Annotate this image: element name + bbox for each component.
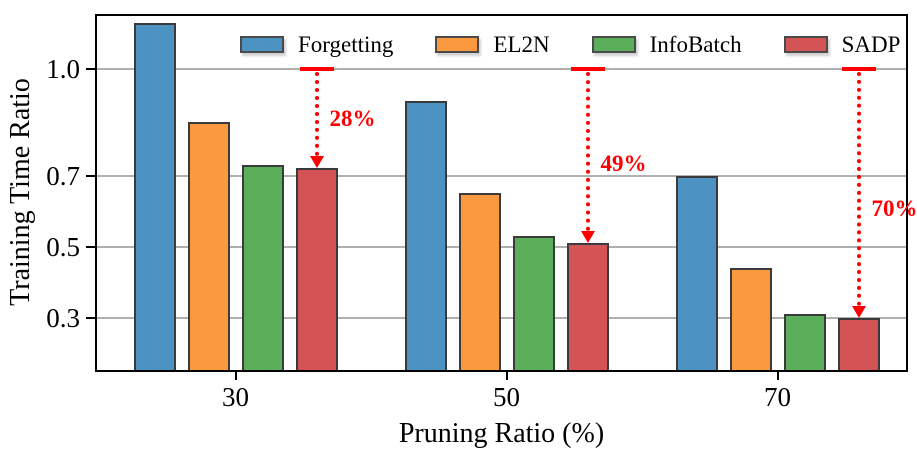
reduction-arrow-line xyxy=(585,72,590,232)
reduction-arrow-cap xyxy=(841,67,876,72)
legend-item-infobatch: InfoBatch xyxy=(591,32,742,57)
gridline xyxy=(95,316,908,319)
bar-el2n-50 xyxy=(458,193,501,372)
legend-label: EL2N xyxy=(493,32,550,57)
gridline xyxy=(95,68,908,71)
reduction-arrow-cap xyxy=(299,67,334,72)
x-tick-label: 50 xyxy=(493,382,520,412)
reduction-label: 49% xyxy=(600,151,647,177)
bar-infobatch-70 xyxy=(783,314,826,372)
x-tick-mark xyxy=(234,372,237,380)
reduction-arrow-head xyxy=(580,231,595,244)
reduction-arrow-head xyxy=(851,305,866,318)
x-tick-mark xyxy=(505,372,508,380)
bar-sadp-70 xyxy=(837,317,880,372)
legend: Forgetting EL2N InfoBatch SADP xyxy=(240,33,900,56)
reduction-arrow-head xyxy=(309,156,324,169)
gridline xyxy=(95,245,908,248)
gridline xyxy=(95,174,908,177)
legend-label: Forgetting xyxy=(298,32,394,57)
reduction-label: 70% xyxy=(871,196,917,222)
bar-el2n-70 xyxy=(729,267,772,372)
legend-item-sadp: SADP xyxy=(783,32,901,57)
reduction-arrow-cap xyxy=(570,67,605,72)
legend-swatch-icon xyxy=(435,36,480,53)
legend-item-el2n: EL2N xyxy=(435,32,550,57)
legend-swatch-icon xyxy=(591,36,636,53)
bar-infobatch-30 xyxy=(241,164,284,372)
legend-swatch-icon xyxy=(783,36,828,53)
reduction-arrow-line xyxy=(314,72,319,157)
bar-sadp-50 xyxy=(566,243,609,372)
y-tick-mark xyxy=(86,245,95,248)
bar-forgetting-50 xyxy=(404,101,447,372)
y-axis-label: Training Time Ratio xyxy=(5,78,36,306)
bar-sadp-30 xyxy=(295,168,338,372)
legend-label: InfoBatch xyxy=(649,32,742,57)
y-tick-mark xyxy=(86,68,95,71)
x-axis-label: Pruning Ratio (%) xyxy=(398,418,605,449)
x-tick-label: 70 xyxy=(764,382,791,412)
reduction-arrow-line xyxy=(856,72,861,306)
y-tick-label: 0.5 xyxy=(46,231,80,262)
bar-forgetting-30 xyxy=(133,22,176,372)
y-tick-mark xyxy=(86,174,95,177)
legend-swatch-icon xyxy=(240,36,284,53)
x-tick-mark xyxy=(776,372,779,380)
bar-infobatch-50 xyxy=(512,235,555,372)
x-tick-label: 30 xyxy=(222,382,249,412)
y-tick-label: 0.7 xyxy=(46,160,80,191)
legend-label: SADP xyxy=(841,32,901,57)
reduction-label: 28% xyxy=(329,105,376,131)
bar-forgetting-70 xyxy=(675,175,718,372)
legend-item-forgetting: Forgetting xyxy=(240,33,393,56)
bar-el2n-30 xyxy=(187,122,230,372)
y-tick-label: 1.0 xyxy=(46,54,80,85)
y-tick-label: 0.3 xyxy=(46,302,80,333)
y-tick-mark xyxy=(86,316,95,319)
